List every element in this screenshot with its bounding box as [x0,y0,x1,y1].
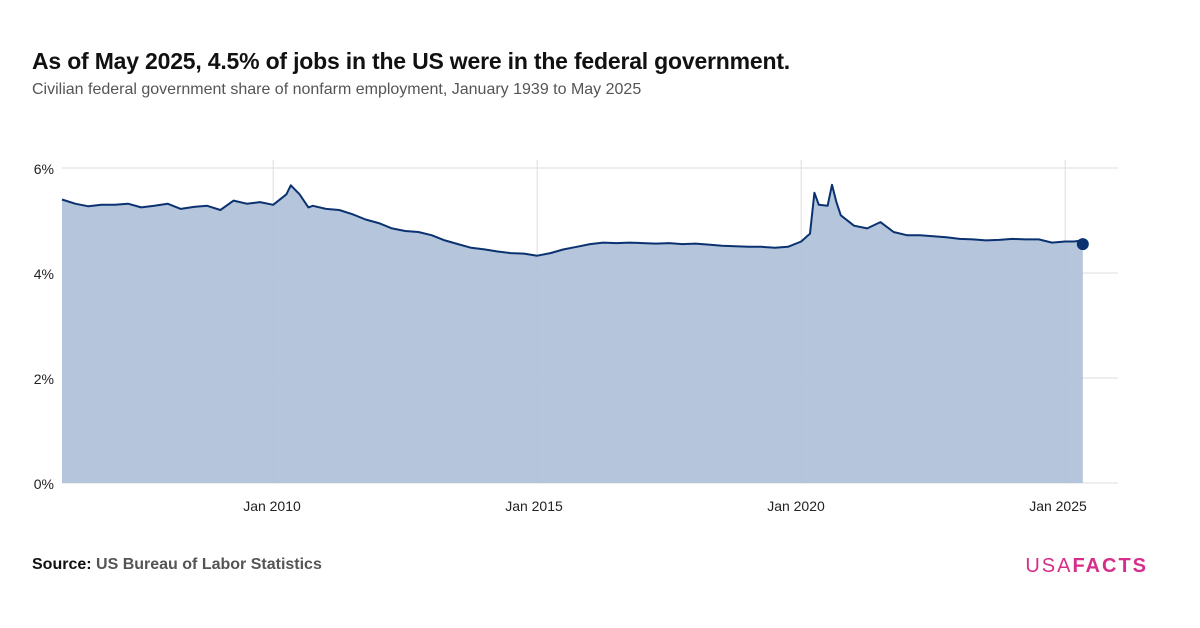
y-tick-label-2: 2% [34,371,54,387]
source-note: Source: US Bureau of Labor Statistics [32,556,322,574]
chart-title: As of May 2025, 4.5% of jobs in the US w… [32,48,790,74]
y-tick-label-4: 4% [34,266,54,282]
x-tick-label-2010: Jan 2010 [243,498,301,514]
source-text: US Bureau of Labor Statistics [96,556,322,573]
x-tick-label-2015: Jan 2015 [505,498,563,514]
x-tick-label-2025: Jan 2025 [1029,498,1087,514]
source-label: Source: [32,556,92,573]
series-line [61,183,1083,257]
y-axis-labels: 0% 2% 4% 6% [34,161,54,492]
latest-value-point [1076,238,1089,251]
y-tick-label-6: 6% [34,161,54,177]
chart-subtitle: Civilian federal government share of non… [32,81,642,98]
logo-facts-text: FACTS [1072,555,1148,577]
y-tick-label-0: 0% [34,476,54,492]
x-axis-labels: Jan 2010 Jan 2015 Jan 2020 Jan 2025 [243,498,1087,514]
usafacts-logo: USAFACTS [1025,555,1148,578]
x-tick-label-2020: Jan 2020 [767,498,825,514]
series-area [62,184,1083,484]
logo-usa-text: USA [1025,555,1073,577]
